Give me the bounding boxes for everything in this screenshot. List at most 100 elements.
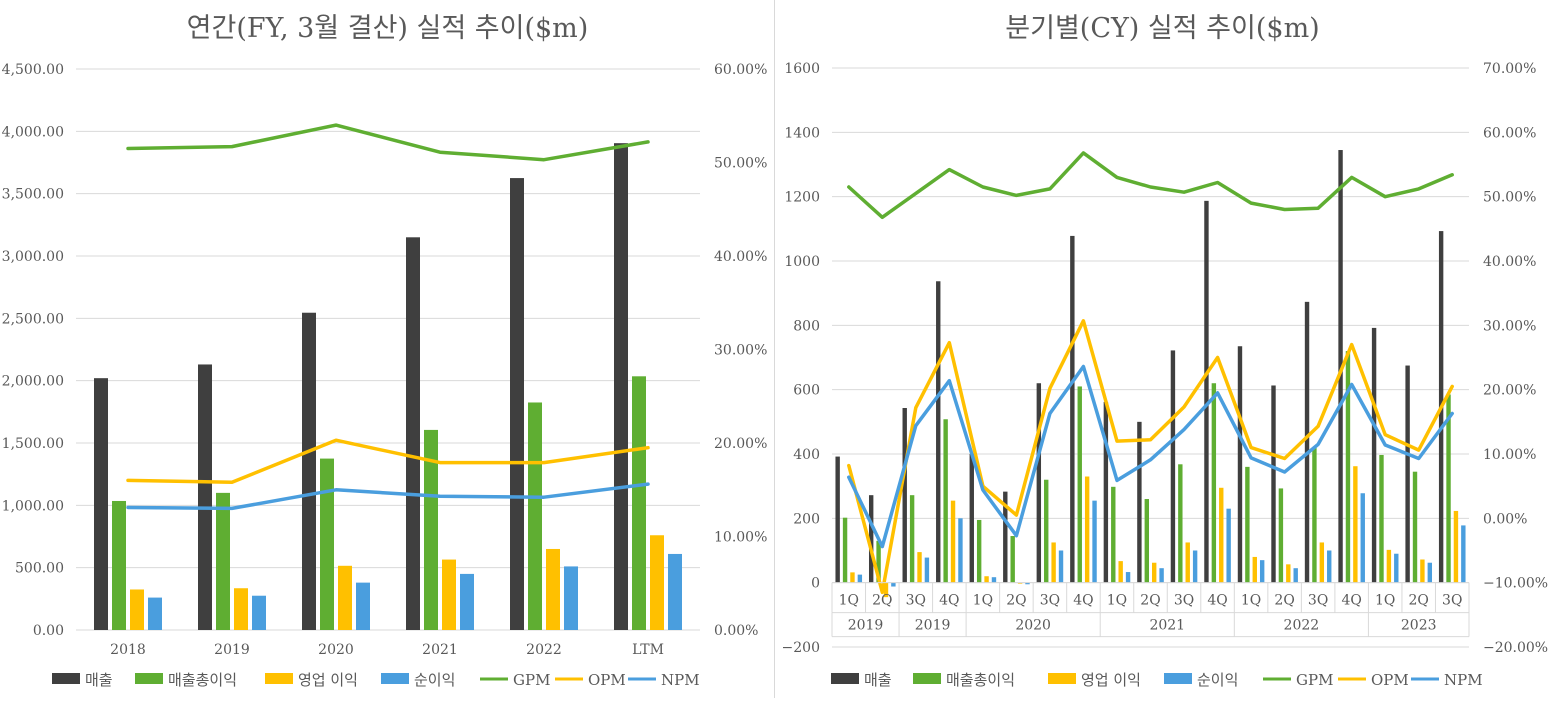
annual-y-left-tick: 0.00 (33, 623, 64, 639)
quarterly-bar-0 (1204, 200, 1209, 583)
annual-y-left-tick: 4,500.00 (2, 62, 64, 78)
quarterly-bar-2 (1152, 562, 1157, 583)
annual-bar-2 (234, 588, 248, 630)
annual-y-left-tick: 3,500.00 (2, 187, 64, 203)
quarterly-bar-1 (976, 519, 982, 583)
quarterly-bar-1 (1412, 471, 1418, 583)
annual-bar-1 (632, 376, 646, 630)
quarterly-legend-swatch (1164, 673, 1192, 684)
quarterly-x-tick: 1Q (1107, 593, 1127, 609)
quarterly-bar-3 (1025, 582, 1030, 585)
quarterly-bar-2 (1051, 542, 1056, 583)
annual-bar-3 (148, 597, 162, 630)
quarterly-y-right-tick: −20.00% (1483, 640, 1548, 656)
quarterly-legend-swatch (913, 673, 941, 684)
quarterly-group-label: 2022 (1284, 618, 1320, 634)
quarterly-bar-1 (909, 495, 915, 583)
annual-bar-3 (252, 595, 266, 630)
quarterly-bar-2 (1286, 564, 1291, 583)
annual-y-right-tick: 0.00% (714, 623, 758, 639)
quarterly-bar-3 (857, 574, 863, 583)
quarterly-bar-2 (1420, 559, 1425, 583)
quarterly-bar-0 (868, 495, 874, 583)
annual-legend-swatch (381, 673, 409, 684)
quarterly-bar-1 (1379, 454, 1384, 583)
quarterly-legend-label: NPM (1444, 671, 1483, 689)
quarterly-group-label: 2019 (848, 618, 884, 634)
quarterly-bar-2 (1118, 561, 1123, 583)
annual-bar-3 (460, 573, 474, 630)
quarterly-bar-3 (991, 577, 997, 583)
quarterly-bar-0 (1170, 350, 1176, 583)
quarterly-bar-0 (1070, 235, 1075, 583)
quarterly-y-right-tick: 20.00% (1483, 383, 1536, 399)
quarterly-bar-3 (891, 582, 896, 587)
quarterly-bar-2 (1353, 466, 1358, 583)
quarterly-bar-2 (1185, 542, 1190, 583)
annual-y-left-tick: 3,000.00 (2, 249, 64, 265)
annual-x-tick: 2019 (214, 642, 250, 658)
quarterly-y-left-tick: 1200 (784, 190, 820, 206)
annual-bar-3 (668, 553, 682, 630)
quarterly-y-left-tick: 800 (793, 318, 820, 334)
quarterly-y-right-tick: 40.00% (1483, 254, 1536, 270)
quarterly-chart-panel: 분기별(CY) 실적 추이($m) −200 0 200 400 600 800 1000 1… (775, 0, 1550, 698)
quarterly-bar-0 (1137, 421, 1142, 583)
quarterly-x-tick: 3Q (1442, 593, 1462, 609)
quarterly-bar-3 (1125, 572, 1131, 583)
quarterly-y-left-tick: 400 (793, 447, 820, 463)
annual-line-gpm (126, 123, 650, 162)
quarterly-legend-label: 매출 (864, 671, 892, 689)
annual-y-right-tick: 50.00% (714, 156, 767, 172)
annual-legend-label: GPM (513, 671, 550, 689)
quarterly-bar-0 (835, 456, 840, 583)
annual-y-right-tick: 40.00% (714, 249, 767, 265)
panel-divider (774, 0, 775, 698)
quarterly-legend-label: GPM (1296, 671, 1333, 689)
quarterly-bar-1 (876, 540, 881, 583)
quarterly-x-tick: 2Q (872, 593, 892, 609)
quarterly-bar-1 (1178, 464, 1183, 583)
quarterly-legend-label: 영업 이익 (1081, 671, 1141, 689)
quarterly-x-tick: 3Q (906, 593, 926, 609)
annual-line-npm (126, 482, 650, 511)
quarterly-legend-swatch (831, 673, 859, 684)
quarterly-bar-3 (924, 557, 930, 583)
quarterly-legend-swatch (1048, 673, 1076, 684)
annual-bar-3 (356, 582, 370, 630)
quarterly-group-label: 2019 (915, 618, 951, 634)
quarterly-x-tick: 1Q (839, 593, 859, 609)
quarterly-bar-2 (917, 552, 922, 583)
quarterly-group-label: 2020 (1015, 618, 1051, 634)
quarterly-bar-0 (969, 454, 974, 583)
annual-y-right-tick: 60.00% (714, 62, 767, 78)
annual-bar-0 (614, 143, 628, 630)
annual-legend-swatch (52, 673, 80, 684)
quarterly-bar-0 (1405, 365, 1410, 583)
quarterly-bar-0 (1103, 401, 1109, 583)
quarterly-bar-1 (1312, 447, 1317, 583)
annual-y-left-tick: 4,000.00 (2, 124, 64, 140)
annual-x-tick: LTM (632, 642, 664, 658)
annual-bar-2 (442, 559, 456, 630)
quarterly-bar-1 (1010, 536, 1015, 583)
quarterly-bar-3 (1058, 550, 1064, 583)
annual-bar-0 (198, 364, 212, 630)
quarterly-bar-0 (1237, 346, 1243, 583)
annual-line-opm (126, 438, 650, 485)
quarterly-bar-1 (1077, 386, 1082, 583)
annual-bar-2 (130, 589, 144, 630)
quarterly-group-label: 2021 (1149, 618, 1185, 634)
quarterly-bar-2 (984, 576, 989, 583)
annual-x-tick: 2020 (318, 642, 354, 658)
quarterly-bar-2 (950, 500, 956, 583)
quarterly-bar-3 (1192, 550, 1198, 583)
quarterly-bar-2 (1386, 549, 1392, 583)
quarterly-bar-1 (1044, 479, 1049, 583)
quarterly-bar-3 (1427, 562, 1433, 583)
annual-bar-1 (112, 500, 126, 630)
quarterly-y-right-tick: 50.00% (1483, 190, 1536, 206)
annual-legend-label: 매출 (85, 671, 113, 689)
quarterly-bar-3 (1327, 550, 1332, 583)
quarterly-x-tick: 4Q (1073, 593, 1093, 609)
